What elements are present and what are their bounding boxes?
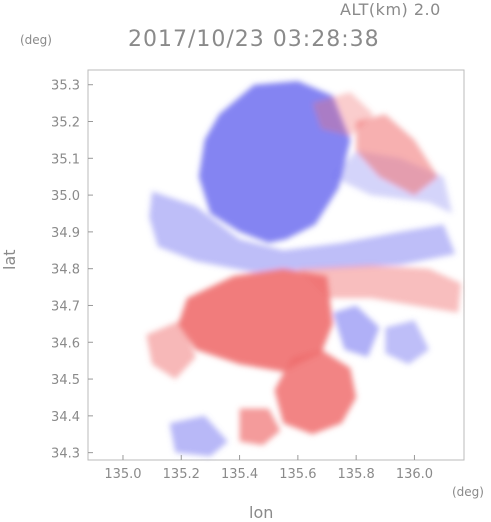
positive-velocity-region: [312, 92, 374, 137]
positive-velocity-region: [178, 268, 333, 372]
positive-velocity-region: [356, 114, 438, 196]
x-tick-label: 136.0: [396, 467, 433, 482]
negative-velocity-region: [385, 320, 429, 365]
negative-velocity-region: [198, 81, 351, 243]
y-tick-label: 35.0: [51, 189, 80, 204]
x-tick-label: 135.4: [221, 467, 258, 482]
y-tick-label: 35.3: [51, 79, 80, 94]
negative-velocity-region: [169, 415, 228, 457]
echo-regions: [146, 81, 462, 457]
x-axis-unit: (deg): [452, 485, 484, 499]
y-tick-label: 34.9: [51, 226, 80, 241]
altitude-label: ALT(km) 2.0: [340, 0, 441, 19]
y-tick-label: 34.6: [51, 336, 80, 351]
y-tick-label: 34.8: [51, 263, 80, 278]
x-tick-label: 135.6: [279, 467, 316, 482]
y-tick-label: 35.2: [51, 116, 80, 131]
x-tick-label: 135.2: [163, 467, 200, 482]
positive-velocity-region: [297, 265, 462, 313]
positive-velocity-region: [274, 349, 357, 435]
positive-velocity-region: [239, 408, 281, 446]
negative-velocity-region: [332, 305, 380, 357]
x-tick-label: 135.8: [338, 467, 375, 482]
y-tick-label: 34.7: [51, 299, 80, 314]
y-axis-unit: (deg): [20, 33, 52, 47]
positive-velocity-region: [146, 320, 196, 380]
y-tick-label: 34.4: [51, 410, 80, 425]
axis-ticks: 135.0 135.2 135.4 135.6 135.8 136.0 34.3 34.4 34…: [51, 79, 433, 482]
x-tick-label: 135.0: [104, 467, 141, 482]
y-tick-label: 34.5: [51, 373, 80, 388]
negative-velocity-region: [149, 191, 456, 273]
y-tick-label: 34.3: [51, 447, 80, 462]
timestamp-title: 2017/10/23 03:28:38: [128, 27, 380, 52]
x-axis-label: lon: [249, 503, 274, 522]
y-tick-label: 35.1: [51, 152, 80, 167]
